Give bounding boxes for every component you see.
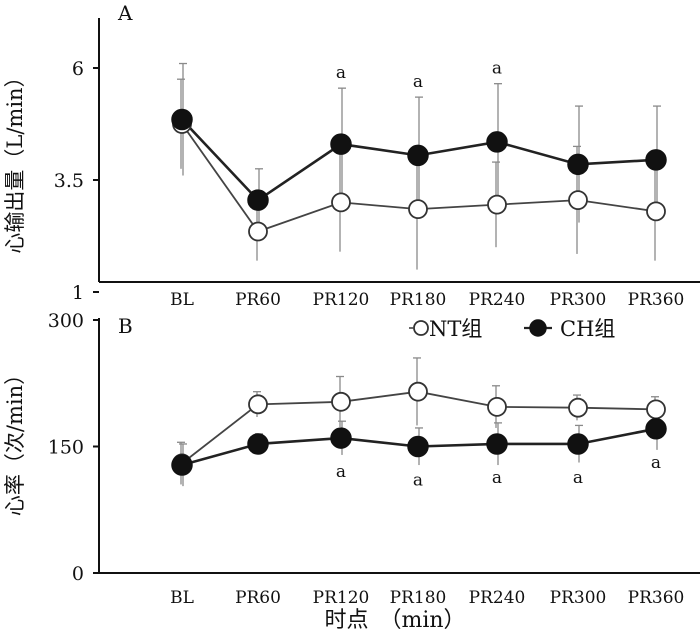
- panel-a-ytick-label: 6: [72, 58, 84, 80]
- panel-b-point-ch: [330, 427, 352, 449]
- panel-a-category-label: PR120: [313, 290, 370, 310]
- panel-b: B 心率（次/min） 0 150 300 BL PR60 PR120 PR180 PR240…: [3, 310, 700, 633]
- panel-b-category-label: PR300: [550, 588, 607, 608]
- panel-b-annotation: a: [492, 468, 502, 488]
- panel-a-point-ch: [645, 149, 667, 171]
- panel-b-ytick-label: 0: [72, 563, 84, 585]
- panel-a-point-nt: [408, 199, 428, 220]
- panel-b-point-ch: [486, 433, 508, 455]
- panel-b-point-ch: [567, 433, 589, 455]
- panel-b-annotation: a: [573, 468, 583, 488]
- panel-b-ytick-label: 300: [48, 310, 84, 332]
- legend-ch-label: CH组: [560, 317, 615, 341]
- panel-b-point-nt: [646, 399, 666, 420]
- panel-a-point-nt: [487, 194, 507, 215]
- panel-b-xlabel: 时点 （min）: [324, 608, 465, 633]
- panel-a-category-label: PR360: [628, 290, 685, 310]
- panel-b-label: B: [118, 314, 133, 338]
- legend: NT组 CH组: [409, 317, 615, 341]
- panel-a-point-ch: [567, 153, 589, 176]
- panel-b-point-nt: [487, 396, 507, 417]
- panel-b-point-ch: [645, 418, 667, 440]
- panel-b-category-label: PR180: [390, 588, 447, 608]
- panel-a-annotation: a: [413, 72, 423, 92]
- panel-a-label: A: [117, 1, 133, 25]
- panel-b-category-label: PR360: [628, 588, 685, 608]
- panel-b-annotation: a: [651, 453, 661, 473]
- legend-nt-label: NT组: [429, 317, 482, 341]
- panel-a-point-nt: [568, 190, 588, 211]
- panel-b-point-ch: [247, 433, 269, 455]
- panel-a-annotation: a: [492, 59, 502, 79]
- panel-a-point-nt: [248, 221, 268, 242]
- panel-b-category-label: PR240: [469, 588, 526, 608]
- panel-a-category-label: PR300: [550, 290, 607, 310]
- legend-nt-marker: [413, 320, 429, 336]
- panel-a-category-label: PR60: [235, 290, 281, 310]
- panel-a-annotation: a: [336, 63, 346, 83]
- panel-a-category-label: BL: [170, 290, 194, 310]
- panel-b-point-nt: [248, 394, 268, 415]
- panel-a-point-ch: [247, 189, 269, 211]
- panel-a-point-ch: [486, 131, 508, 153]
- legend-ch-marker: [529, 319, 547, 337]
- panel-b-category-label: PR120: [313, 588, 370, 608]
- panel-b-ylabel: 心率（次/min）: [3, 364, 27, 516]
- panel-a-ytick-label: 3.5: [54, 170, 84, 192]
- panel-b-point-nt: [408, 381, 428, 402]
- panel-b-point-nt: [331, 391, 351, 412]
- panel-b-point-ch: [171, 454, 193, 476]
- panel-a-point-ch: [171, 108, 193, 131]
- panel-a-point-nt: [646, 201, 666, 222]
- panel-b-annotation: a: [413, 471, 423, 491]
- panel-a: A 心输出量（L/min） 1 3.5 6 BL PR60 PR120 PR180 PR240…: [3, 1, 700, 310]
- panel-b-category-label: BL: [170, 588, 194, 608]
- panel-b-point-nt: [568, 397, 588, 418]
- panel-b-category-label: PR60: [235, 588, 281, 608]
- panel-a-point-ch: [407, 144, 429, 167]
- panel-a-ylabel: 心输出量（L/min）: [3, 66, 27, 253]
- panel-b-annotation: a: [336, 462, 346, 482]
- panel-a-category-label: PR240: [469, 290, 526, 310]
- panel-b-ytick-label: 150: [48, 437, 84, 459]
- panel-b-point-ch: [407, 435, 429, 458]
- panel-a-point-nt: [331, 192, 351, 213]
- panel-a-category-label: PR180: [390, 290, 447, 310]
- panel-a-ytick-label: 1: [72, 282, 84, 304]
- panel-a-point-ch: [330, 133, 352, 155]
